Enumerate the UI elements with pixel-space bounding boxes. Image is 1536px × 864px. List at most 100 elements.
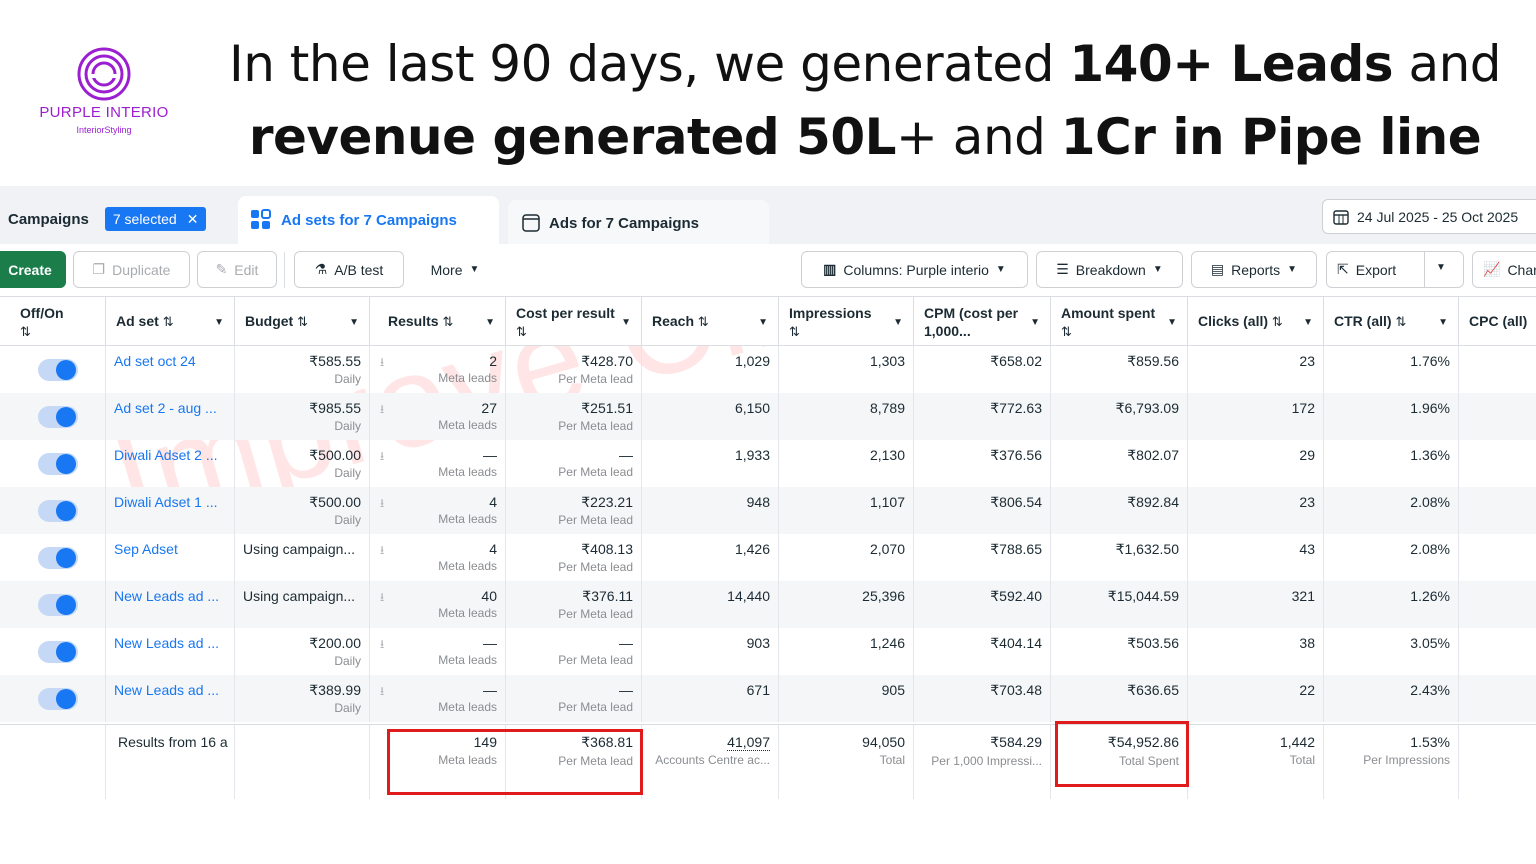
toggle-cell [0,487,106,534]
caret-down-icon[interactable]: ▼ [485,317,495,328]
cell-budget: Using campaign... [235,534,370,581]
toggle-knob [56,595,76,615]
columns-button[interactable]: ▥ Columns: Purple interio ▼ [801,251,1028,288]
duplicate-icon: ❐ [92,261,106,277]
charts-button[interactable]: 📈 Char [1472,251,1536,288]
cell-impressions: 905 [779,675,914,722]
adset-name-link[interactable]: Sep Adset [106,534,235,581]
sort-icon: ⇅ [1395,314,1407,329]
col-results[interactable]: Results ⇅ ▼ [370,297,506,345]
cell-budget-value: ₹500.00 [309,494,361,510]
cell-cpr: ₹251.51 Per Meta lead [506,393,642,440]
totals-amount-sub: Total Spent [1118,754,1179,768]
adset-name-link[interactable]: Ad set 2 - aug ... [106,393,235,440]
cell-results: ⭳ 27 Meta leads [370,393,506,440]
toggle-knob [56,454,76,474]
totals-cpr: ₹368.81 Per Meta lead [506,725,642,799]
cell-results-value: 4 [489,541,497,557]
caret-down-icon[interactable]: ▼ [621,317,631,328]
on-off-toggle[interactable] [38,688,78,710]
table-row[interactable]: New Leads ad ... Using campaign... ⭳ 40 Meta… [0,581,1536,628]
cell-reach-value: 1,426 [734,541,770,557]
close-icon[interactable]: ✕ [186,210,199,227]
cell-budget-value: ₹985.55 [309,400,361,416]
table-row[interactable]: Sep Adset Using campaign... ⭳ 4 Meta leads ₹4… [0,534,1536,581]
col-cost-per-result[interactable]: Cost per result ⇅ ▼ [506,297,642,345]
cell-impressions-value: 905 [881,682,905,698]
on-off-toggle[interactable] [38,500,78,522]
totals-reach-sub: Accounts Centre ac... [655,753,770,767]
on-off-toggle[interactable] [38,359,78,381]
on-off-toggle[interactable] [38,641,78,663]
more-button[interactable]: More ▼ [414,251,496,288]
adset-name-link[interactable]: Diwali Adset 2 ... [106,440,235,487]
caret-down-icon[interactable]: ▼ [1303,317,1313,328]
adset-name-link[interactable]: Diwali Adset 1 ... [106,487,235,534]
col-impressions[interactable]: Impressions ⇅ ▼ [779,297,914,345]
totals-reach[interactable]: 41,097 Accounts Centre ac... [642,725,779,799]
table-row[interactable]: Diwali Adset 2 ... ₹500.00 Daily ⭳ — Meta lea… [0,440,1536,487]
cell-reach-value: 671 [746,682,770,698]
export-button[interactable]: ⇱ Export [1326,251,1464,288]
col-clicks[interactable]: Clicks (all) ⇅ ▼ [1188,297,1324,345]
create-button[interactable]: Create [0,251,66,288]
on-off-toggle[interactable] [38,406,78,428]
toggle-knob [56,548,76,568]
col-ctr[interactable]: CTR (all) ⇅ ▼ [1324,297,1459,345]
on-off-toggle[interactable] [38,594,78,616]
table-row[interactable]: New Leads ad ... ₹389.99 Daily ⭳ — Meta leads… [0,675,1536,722]
cell-ctr: 2.08% [1324,534,1459,581]
reports-button[interactable]: ▤ Reports ▼ [1191,251,1317,288]
caret-down-icon[interactable]: ▼ [1438,317,1448,328]
export-caret-down-icon[interactable]: ▼ [1436,262,1446,273]
cell-cpc [1459,534,1536,581]
date-range-picker[interactable]: 24 Jul 2025 - 25 Oct 2025 [1322,199,1536,234]
selected-pill[interactable]: 7 selected ✕ [104,207,207,231]
toolbar-divider [284,252,285,288]
col-amount-spent[interactable]: Amount spent ⇅ ▼ [1051,297,1188,345]
caret-down-icon[interactable]: ▼ [1030,317,1040,328]
adset-name-link[interactable]: New Leads ad ... [106,581,235,628]
col-reach[interactable]: Reach ⇅ ▼ [642,297,779,345]
ab-test-button[interactable]: ⚗ A/B test [294,251,404,288]
caret-down-icon: ▼ [1152,264,1163,275]
tab-campaigns[interactable]: Campaigns 7 selected ✕ [0,196,232,242]
toggle-knob [56,689,76,709]
tab-campaigns-label: Campaigns [8,210,89,228]
caret-down-icon[interactable]: ▼ [758,317,768,328]
tab-ads[interactable]: Ads for 7 Campaigns [508,200,769,246]
on-off-toggle[interactable] [38,547,78,569]
col-cpm[interactable]: CPM (cost per 1,000... ▼ [914,297,1051,345]
col-offon[interactable]: Off/On ⇅ [0,297,106,345]
cell-impressions-value: 25,396 [862,588,905,604]
edit-button[interactable]: ✎ Edit [197,251,277,288]
duplicate-button[interactable]: ❐ Duplicate [73,251,190,288]
sort-icon: ⇅ [297,314,309,329]
cell-clicks: 22 [1188,675,1324,722]
adset-name-link[interactable]: Ad set oct 24 [106,346,235,393]
caret-down-icon[interactable]: ▼ [214,317,224,328]
table-row[interactable]: Ad set oct 24 ₹585.55 Daily ⭳ 2 Meta leads ₹42… [0,346,1536,393]
col-adset[interactable]: Ad set ⇅ ▼ [106,297,235,345]
col-cpc[interactable]: CPC (all) [1459,297,1536,345]
cell-amount: ₹859.56 [1051,346,1188,393]
cell-results: ⭳ 4 Meta leads [370,534,506,581]
breakdown-icon: ☰ [1056,261,1069,277]
caret-down-icon[interactable]: ▼ [349,317,359,328]
adset-name-link[interactable]: New Leads ad ... [106,628,235,675]
cell-ctr: 2.43% [1324,675,1459,722]
table-row[interactable]: Ad set 2 - aug ... ₹985.55 Daily ⭳ 27 Meta le… [0,393,1536,440]
totals-row: Results from 16 a 149 Meta leads ₹368.81 P… [0,724,1536,799]
cell-results: ⭳ — Meta leads [370,440,506,487]
breakdown-button[interactable]: ☰ Breakdown ▼ [1036,251,1183,288]
caret-down-icon[interactable]: ▼ [1167,317,1177,328]
table-row[interactable]: New Leads ad ... ₹200.00 Daily ⭳ — Meta leads… [0,628,1536,675]
col-budget[interactable]: Budget ⇅ ▼ [235,297,370,345]
tab-adsets[interactable]: Ad sets for 7 Campaigns [238,196,499,244]
adset-name-link[interactable]: New Leads ad ... [106,675,235,722]
table-row[interactable]: Diwali Adset 1 ... ₹500.00 Daily ⭳ 4 Meta lea… [0,487,1536,534]
on-off-toggle[interactable] [38,453,78,475]
caret-down-icon[interactable]: ▼ [893,317,903,328]
cell-clicks-value: 23 [1299,494,1315,510]
sort-icon: ⇅ [789,324,800,339]
